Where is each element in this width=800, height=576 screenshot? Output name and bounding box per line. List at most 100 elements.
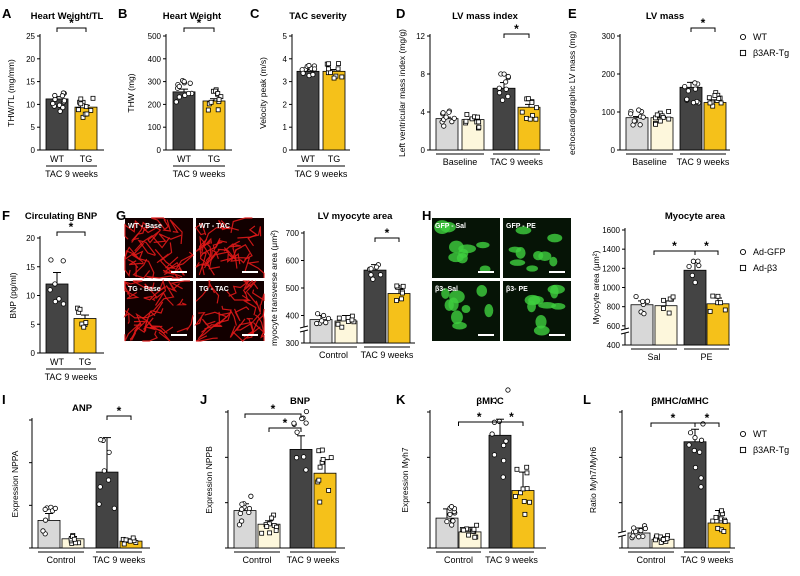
membrane-stain bbox=[212, 238, 223, 252]
data-point bbox=[400, 283, 406, 289]
data-point bbox=[654, 533, 660, 539]
micrograph-tile: β3- Sal bbox=[432, 281, 500, 341]
data-point bbox=[444, 518, 450, 525]
y-tick-label: 100 bbox=[602, 108, 616, 117]
x-tick-label: TG bbox=[328, 154, 341, 164]
axis-break-gap bbox=[621, 329, 629, 333]
data-point bbox=[689, 272, 695, 279]
micrograph-tile: TG - TAC bbox=[194, 280, 265, 342]
membrane-stain bbox=[153, 233, 182, 243]
micrograph-label: WT - TAC bbox=[199, 223, 230, 230]
significance-star: * bbox=[69, 16, 74, 30]
data-point bbox=[464, 112, 470, 117]
x-group-label: TAC 9 weeks bbox=[45, 372, 98, 382]
data-point bbox=[215, 107, 221, 113]
y-tick-label: 400 bbox=[286, 312, 300, 321]
cell-stain bbox=[448, 252, 464, 263]
membrane-stain bbox=[223, 240, 241, 252]
cell-stain bbox=[527, 300, 536, 313]
membrane-stain bbox=[134, 235, 171, 252]
membrane-stain bbox=[243, 280, 259, 294]
data-point bbox=[633, 293, 639, 300]
data-point bbox=[666, 109, 672, 114]
y-tick-label: 600 bbox=[607, 322, 621, 331]
panel-g: G LV myocyte area myocyte transverse area … bbox=[116, 208, 415, 360]
data-point bbox=[687, 430, 694, 436]
data-point bbox=[48, 257, 54, 263]
membrane-stain bbox=[220, 257, 251, 272]
panel-label: F bbox=[2, 208, 10, 223]
data-point bbox=[123, 537, 129, 543]
y-tick-label: 4 bbox=[421, 108, 426, 117]
data-point bbox=[60, 104, 66, 111]
membrane-stain bbox=[221, 305, 237, 326]
data-point bbox=[638, 528, 644, 534]
significance-star: * bbox=[271, 402, 276, 416]
scale-bar bbox=[171, 334, 187, 336]
chart-title: LV mass bbox=[646, 11, 684, 22]
bar bbox=[488, 434, 512, 549]
data-point bbox=[472, 534, 478, 540]
data-point bbox=[491, 397, 497, 403]
significance-star: * bbox=[117, 404, 122, 418]
bar bbox=[435, 118, 459, 151]
data-point bbox=[695, 258, 701, 264]
data-point bbox=[636, 534, 642, 540]
data-point bbox=[299, 415, 305, 422]
data-point bbox=[476, 124, 482, 130]
data-point bbox=[42, 506, 48, 513]
membrane-stain bbox=[144, 283, 158, 301]
membrane-stain bbox=[160, 260, 185, 276]
data-point bbox=[394, 298, 399, 303]
data-point bbox=[60, 301, 67, 307]
bar bbox=[679, 86, 703, 151]
membrane-stain bbox=[155, 279, 167, 299]
bar bbox=[322, 70, 346, 151]
membrane-stain bbox=[194, 312, 206, 326]
y-tick-label: 1 bbox=[283, 123, 288, 132]
y-tick-label: 600 bbox=[286, 257, 300, 266]
data-point bbox=[319, 318, 325, 324]
cell-stain bbox=[484, 304, 494, 318]
membrane-stain bbox=[154, 248, 179, 269]
data-point bbox=[88, 108, 94, 113]
y-tick-label: 0 bbox=[31, 349, 36, 358]
data-point bbox=[690, 100, 697, 106]
membrane-stain bbox=[205, 243, 212, 268]
chart-title: LV myocyte area bbox=[318, 211, 394, 222]
membrane-stain bbox=[133, 312, 153, 328]
y-tick-label: 5 bbox=[283, 32, 288, 41]
scale-bar bbox=[242, 271, 258, 273]
y-tick-label: 300 bbox=[286, 339, 300, 348]
panel-e: E LV mass echocardiographic LV mass (mg) 0 1… bbox=[567, 6, 789, 167]
membrane-stain bbox=[226, 289, 249, 301]
y-tick-label: 1200 bbox=[602, 264, 620, 273]
axis-break-mark bbox=[299, 329, 309, 333]
cell-stain bbox=[508, 246, 522, 253]
membrane-stain bbox=[201, 250, 219, 276]
legend-entry: WT bbox=[753, 429, 767, 439]
panel-label: C bbox=[250, 6, 260, 21]
data-point bbox=[718, 100, 724, 106]
bar bbox=[233, 510, 257, 549]
data-point bbox=[266, 521, 272, 527]
membrane-stain bbox=[144, 310, 156, 332]
data-point bbox=[521, 499, 527, 504]
data-point bbox=[707, 100, 713, 106]
cell-stain bbox=[533, 325, 550, 336]
panel-label: A bbox=[2, 6, 12, 21]
data-point bbox=[630, 533, 636, 539]
x-group-label: TAC 9 weeks bbox=[681, 555, 734, 565]
data-point bbox=[50, 100, 56, 107]
x-group-label: Control bbox=[636, 555, 665, 565]
data-point bbox=[641, 311, 647, 317]
significance-bracket bbox=[183, 27, 215, 32]
cell-stain bbox=[479, 265, 491, 273]
data-point bbox=[718, 300, 723, 306]
cell-stain bbox=[458, 244, 477, 254]
x-group-label: TAC 9 weeks bbox=[45, 169, 98, 179]
cell-stain bbox=[515, 226, 532, 235]
micrograph-tile: GFP - Sal bbox=[432, 218, 500, 278]
data-point bbox=[83, 320, 89, 325]
data-point bbox=[77, 306, 83, 312]
